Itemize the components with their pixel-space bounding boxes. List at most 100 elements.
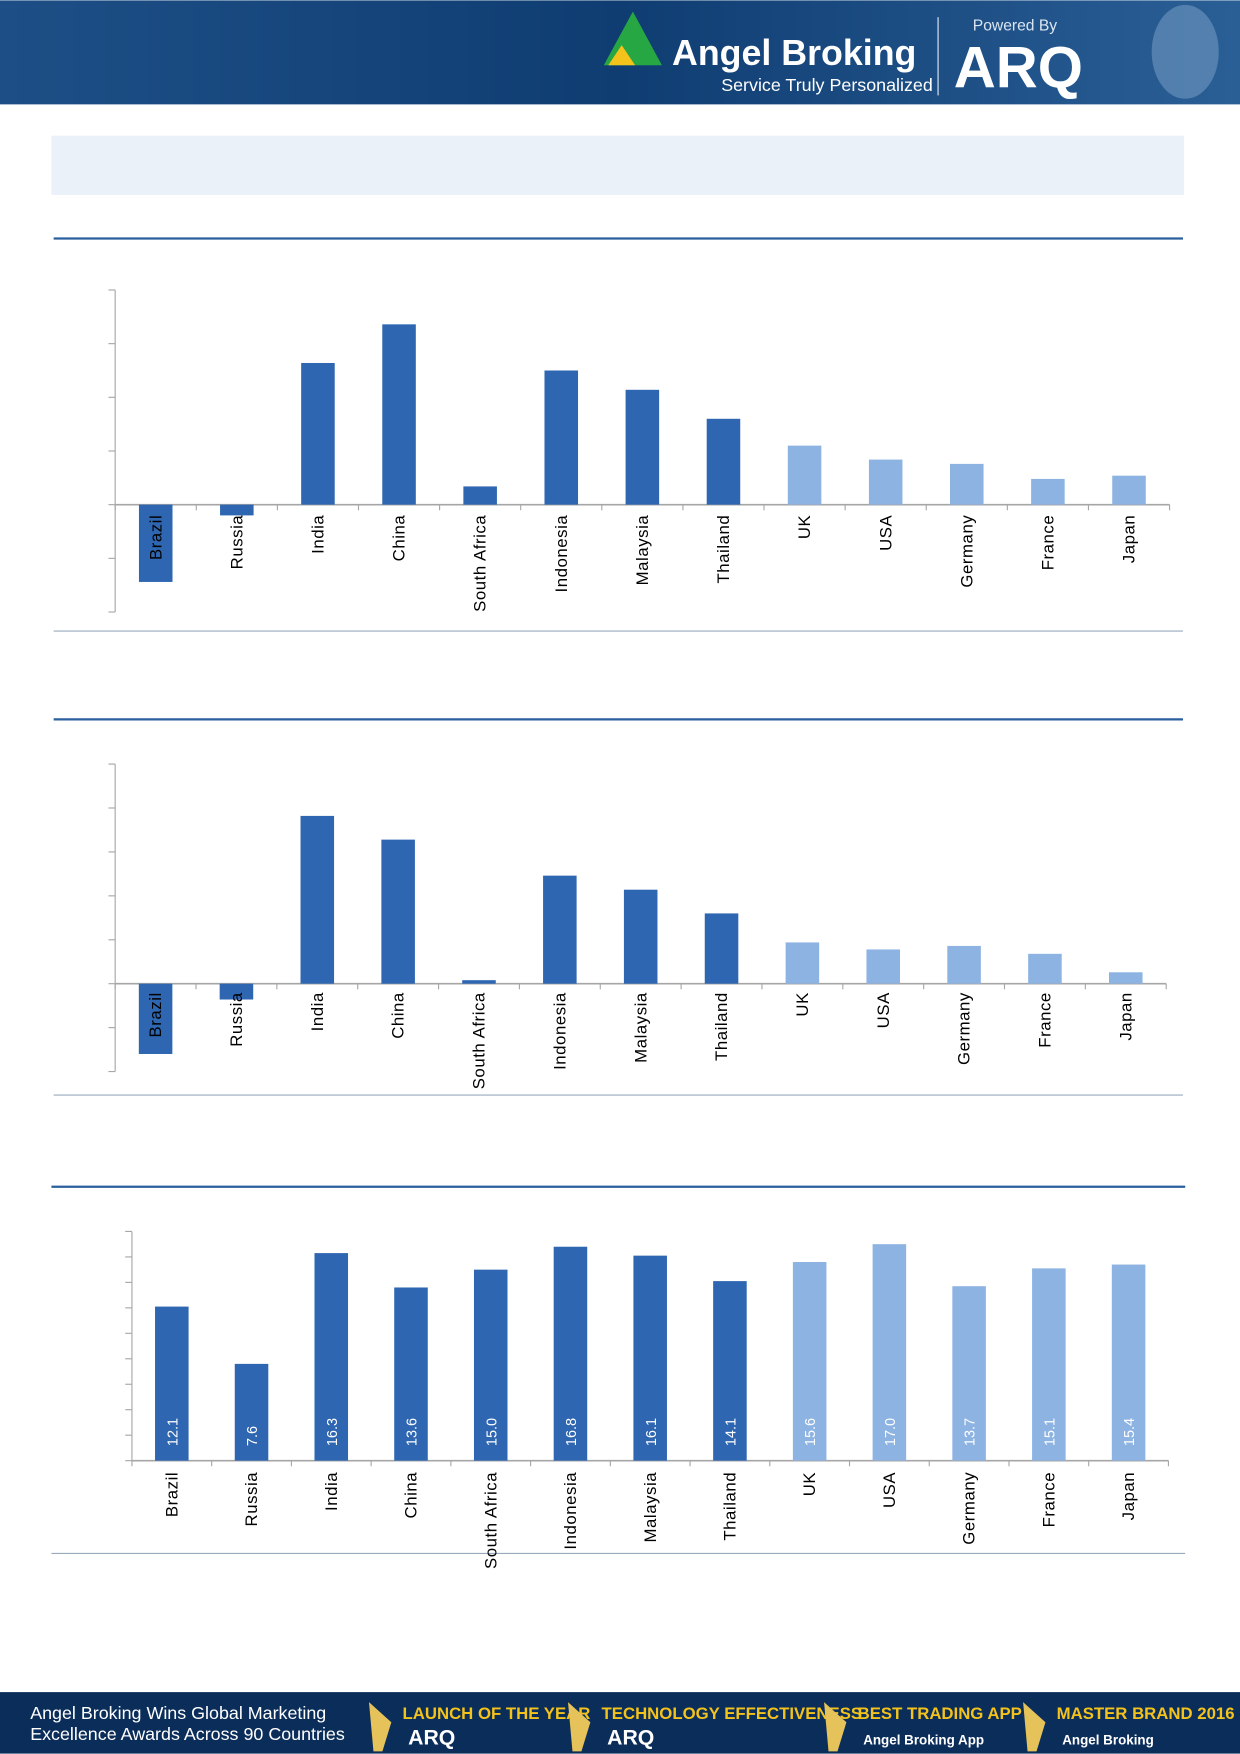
bar [706, 418, 741, 505]
bar [394, 1287, 428, 1461]
bar [872, 1244, 907, 1461]
bar [300, 815, 335, 984]
bar [553, 1246, 588, 1461]
x-tick-label: China [390, 515, 409, 562]
bar [1112, 475, 1146, 505]
bar [713, 1281, 747, 1461]
bar [462, 980, 496, 984]
bar [792, 1262, 827, 1461]
bar [301, 362, 335, 505]
bar [381, 839, 415, 984]
x-tick-label: Thailand [714, 515, 733, 584]
footer-headline: Excellence Awards Across 90 Countries [30, 1724, 345, 1744]
award-title: MASTER BRAND 2016 [1057, 1704, 1235, 1723]
x-tick-label: Malaysia [633, 515, 652, 586]
award-title: LAUNCH OF THE YEAR [403, 1704, 591, 1723]
x-tick-label: Malaysia [631, 992, 650, 1063]
bar [1028, 953, 1062, 984]
bar [155, 1306, 189, 1461]
x-tick-label: India [322, 1472, 341, 1511]
x-tick-label: South Africa [481, 1472, 500, 1569]
award-sub: ARQ [607, 1726, 654, 1750]
bar [473, 1269, 508, 1461]
x-tick-label: South Africa [470, 992, 489, 1089]
x-tick-label: Japan [1119, 1472, 1138, 1520]
x-tick-label: Thailand [721, 1472, 740, 1541]
value-label: 16.3 [325, 1418, 341, 1446]
x-tick-label: UK [793, 992, 812, 1016]
x-tick-label: USA [880, 1472, 899, 1508]
value-label: 16.1 [644, 1418, 660, 1446]
bar [947, 945, 981, 984]
bar [138, 983, 173, 1054]
x-tick-label: Brazil [146, 992, 165, 1037]
bar [952, 1286, 986, 1461]
x-tick-label: India [308, 992, 327, 1031]
bar [314, 1253, 349, 1461]
x-tick-label: China [402, 1472, 421, 1519]
x-tick-label: China [389, 992, 408, 1039]
bar [382, 324, 416, 505]
x-tick-label: France [1038, 515, 1057, 571]
brand-name: Angel Broking [672, 33, 916, 73]
x-tick-label: USA [876, 514, 895, 550]
x-tick-label: Indonesia [550, 992, 569, 1070]
product-name: ARQ [954, 36, 1083, 101]
x-tick-label: Thailand [712, 992, 731, 1061]
x-tick-label: Russia [242, 1472, 261, 1527]
value-label: 13.7 [963, 1418, 979, 1446]
award-icon [1023, 1702, 1046, 1752]
brand-logo-accent [608, 45, 636, 66]
x-tick-label: Japan [1120, 515, 1139, 563]
bar [704, 913, 739, 984]
x-tick-label: Malaysia [641, 1472, 660, 1543]
x-tick-label: India [309, 515, 328, 554]
brand-tagline: Service Truly Personalized [721, 75, 933, 95]
x-tick-label: South Africa [471, 515, 490, 612]
award-sub: Angel Broking App [863, 1733, 984, 1748]
award-title: BEST TRADING APP [858, 1704, 1022, 1723]
x-tick-label: UK [800, 1472, 819, 1496]
bar [625, 389, 660, 505]
value-label: 13.6 [405, 1418, 421, 1446]
award-icon [568, 1702, 591, 1752]
award-icon [368, 1702, 392, 1752]
bar [234, 1363, 269, 1461]
value-label: 15.6 [803, 1418, 819, 1446]
x-tick-label: Japan [1116, 992, 1135, 1040]
bar [220, 504, 254, 516]
bar [1031, 478, 1065, 505]
bar [1109, 972, 1143, 984]
bar [785, 942, 820, 984]
value-label: 14.1 [724, 1418, 740, 1446]
x-tick-label: France [1036, 992, 1055, 1048]
award-sub: ARQ [408, 1726, 455, 1750]
bar [623, 889, 658, 984]
x-tick-label: Indonesia [552, 515, 571, 593]
header-graphic [1151, 4, 1219, 99]
value-label: 15.1 [1042, 1418, 1058, 1446]
powered-by: Powered By [973, 18, 1058, 35]
bar [138, 504, 173, 582]
bar [463, 486, 497, 505]
value-label: 12.1 [165, 1418, 181, 1446]
bar [1111, 1264, 1146, 1461]
value-label: 17.0 [883, 1418, 899, 1446]
x-tick-label: UK [795, 515, 814, 539]
x-tick-label: Russia [227, 992, 246, 1047]
x-tick-label: Indonesia [561, 1472, 580, 1550]
x-tick-label: Germany [955, 992, 974, 1065]
value-label: 15.4 [1122, 1418, 1138, 1446]
bar [544, 370, 579, 505]
bar [1032, 1268, 1066, 1461]
bar [219, 983, 254, 1000]
x-tick-label: Germany [957, 515, 976, 588]
x-tick-label: Russia [227, 515, 246, 570]
x-tick-label: USA [874, 992, 893, 1028]
value-label: 16.8 [564, 1418, 580, 1446]
bar [866, 949, 901, 984]
bar [633, 1255, 667, 1461]
award-icon [824, 1702, 847, 1752]
